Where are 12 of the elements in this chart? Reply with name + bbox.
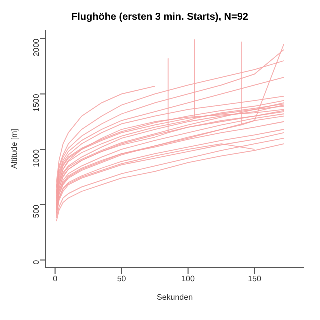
- y-tick-label: 500: [32, 204, 41, 218]
- y-tick-label: 2000: [32, 38, 41, 57]
- chart-title: Flughöhe (ersten 3 min. Starts), N=92: [70, 12, 250, 23]
- x-tick-label: 0: [53, 274, 58, 284]
- x-tick-label: 150: [248, 274, 262, 284]
- y-tick-label: 0: [32, 260, 41, 265]
- y-axis-title: Altitude [m]: [10, 128, 19, 170]
- x-tick-label: 100: [182, 274, 196, 284]
- x-axis-title: Sekunden: [156, 293, 194, 302]
- y-tick-label: 1500: [32, 94, 41, 112]
- x-tick-label: 50: [117, 274, 127, 284]
- y-tick-label: 1000: [32, 149, 41, 168]
